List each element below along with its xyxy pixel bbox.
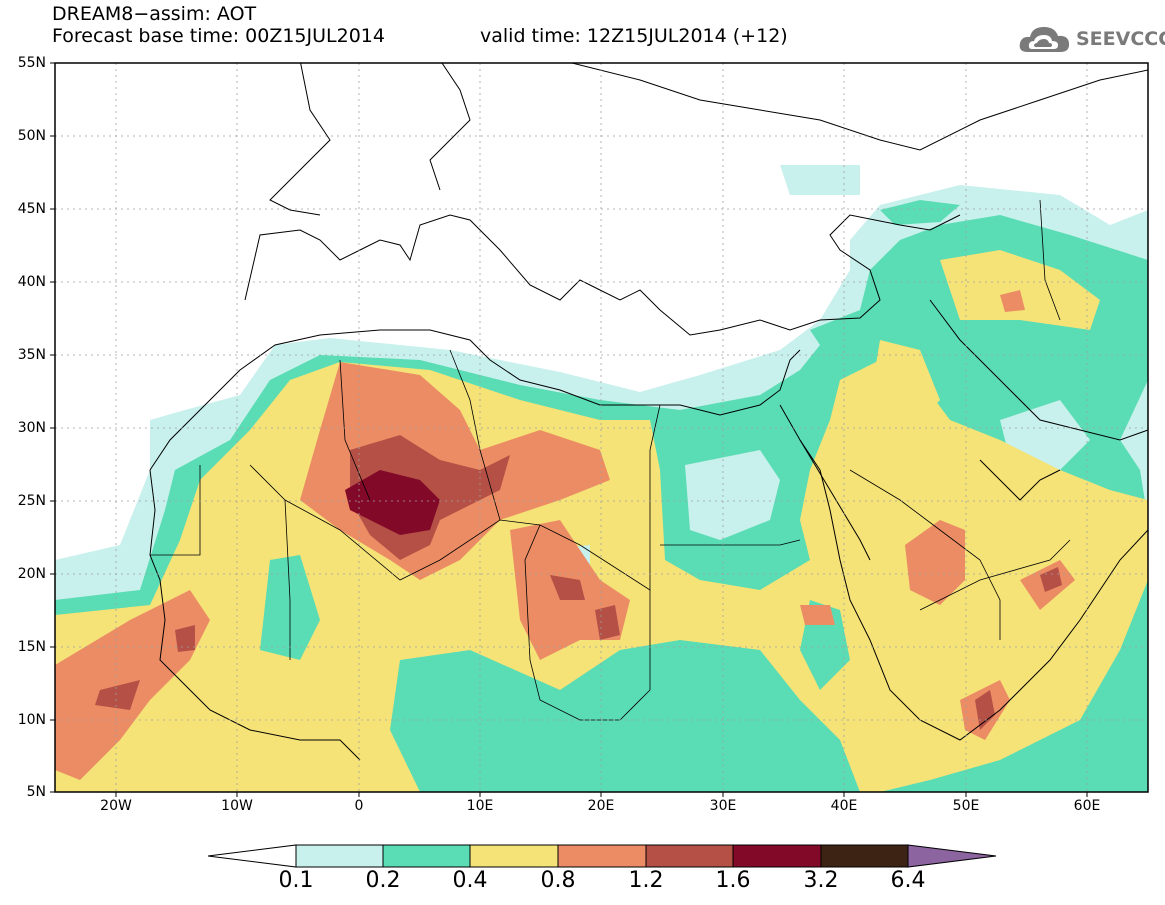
colorbar-label: 1.2 [628, 868, 664, 893]
colorbar-label: 3.2 [803, 868, 839, 893]
colorbar-swatch [645, 844, 734, 868]
colorbar-swatch [820, 844, 909, 868]
lat-label: 50N [17, 128, 46, 144]
map-title: DREAM8−assim: AOT [52, 3, 257, 25]
colorbar-label: 6.4 [890, 868, 926, 893]
aot-level-1.6 [345, 470, 440, 535]
lon-label: 10E [466, 798, 494, 814]
lat-label: 40N [17, 274, 46, 290]
aot-level-0.2 [880, 200, 960, 225]
lat-label: 5N [26, 784, 46, 800]
colorbar-swatch [382, 844, 471, 868]
lat-label: 25N [17, 493, 46, 509]
lon-label: 30E [709, 798, 737, 814]
aot-field [55, 63, 1148, 792]
colorbar-swatch [732, 844, 822, 868]
cloud-icon [1019, 27, 1070, 52]
colorbar-swatch [469, 844, 559, 868]
lat-label: 30N [17, 420, 46, 436]
lon-label: 40E [830, 798, 858, 814]
lat-label: 45N [17, 201, 46, 217]
aot-level-0.1 [780, 165, 860, 195]
seevccc-logo: SEEVCCC [1018, 22, 1165, 58]
colorbar-label: 0.1 [278, 868, 314, 893]
lat-label: 35N [17, 347, 46, 363]
colorbar [207, 844, 997, 868]
colorbar-label: 1.6 [715, 868, 751, 893]
logo-text: SEEVCCC [1076, 28, 1165, 50]
lon-label: 10W [221, 798, 253, 814]
valid-time: valid time: 12Z15JUL2014 (+12) [480, 25, 788, 47]
lon-label: 0 [354, 798, 364, 814]
axis-ticks [50, 62, 1088, 797]
lat-label: 15N [17, 639, 46, 655]
colorbar-label: 0.2 [365, 868, 401, 893]
lat-label: 55N [17, 55, 46, 71]
political-borders [150, 199, 1071, 721]
colorbar-overflow [907, 844, 997, 868]
forecast-base-time: Forecast base time: 00Z15JUL2014 [52, 25, 385, 47]
lon-label: 50E [952, 798, 980, 814]
colorbar-label: 0.4 [452, 868, 488, 893]
colorbar-label: 0.8 [540, 868, 576, 893]
lat-label: 10N [17, 712, 46, 728]
lat-label: 20N [17, 566, 46, 582]
lon-label: 20E [587, 798, 615, 814]
colorbar-underflow [207, 844, 297, 868]
lon-label: 60E [1073, 798, 1101, 814]
lon-label: 20W [100, 798, 132, 814]
colorbar-swatch [557, 844, 647, 868]
colorbar-swatch [295, 844, 384, 868]
gridlines [55, 63, 1148, 792]
